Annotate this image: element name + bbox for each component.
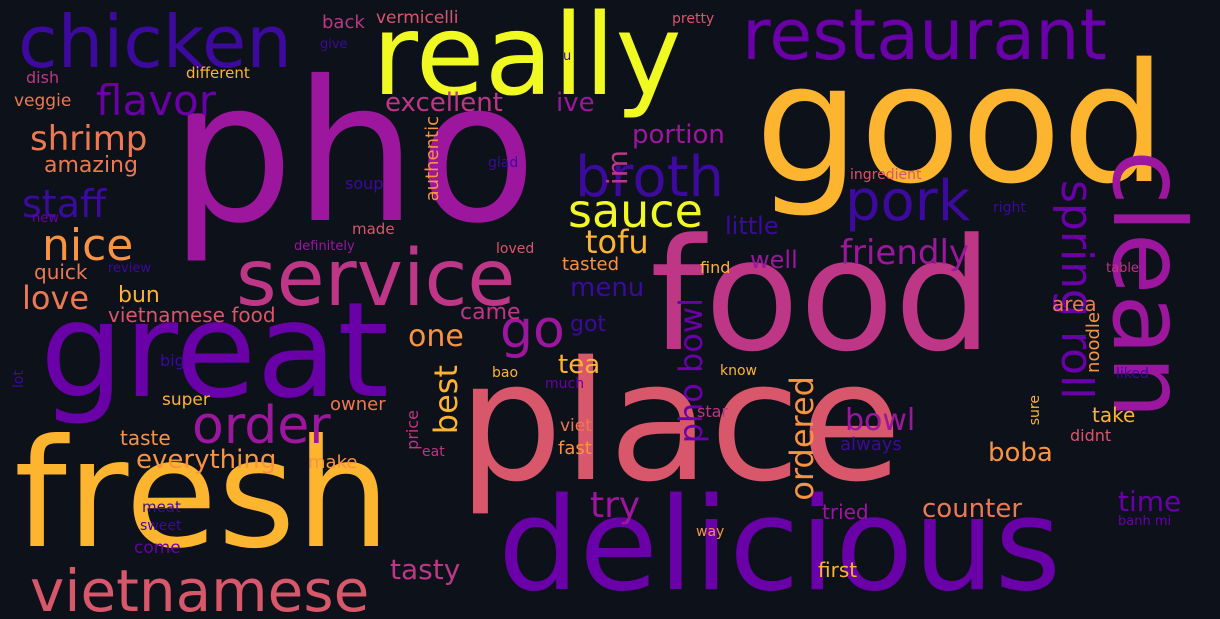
word-new: new bbox=[32, 211, 59, 226]
word-take: take bbox=[1092, 403, 1136, 427]
word-everything: everything bbox=[136, 445, 277, 475]
word-give: give bbox=[320, 37, 348, 52]
word-bao: bao bbox=[492, 365, 519, 381]
word-authentic: authentic bbox=[422, 116, 443, 202]
word-tried: tried bbox=[822, 500, 869, 524]
word-pork: pork bbox=[845, 169, 971, 234]
word-vietnamese: vietnamese bbox=[30, 557, 370, 619]
word-sauce: sauce bbox=[568, 184, 703, 238]
word-taste: taste bbox=[120, 426, 171, 450]
word-service: service bbox=[236, 234, 516, 324]
word-time: time bbox=[1118, 485, 1182, 518]
word-best: best bbox=[427, 365, 465, 435]
word-pretty: pretty bbox=[672, 11, 715, 27]
word-try: try bbox=[590, 485, 641, 526]
word-chicken: chicken bbox=[18, 0, 292, 84]
word-staff: staff bbox=[22, 182, 107, 226]
word-eat: eat bbox=[422, 444, 445, 460]
word-pho: pho bbox=[170, 39, 537, 266]
word-liked: liked bbox=[1116, 366, 1149, 382]
word-place: place bbox=[458, 326, 902, 518]
word-ive: ive bbox=[556, 88, 595, 118]
word-amazing: amazing bbox=[44, 153, 138, 178]
word-ingredient: ingredient bbox=[850, 167, 922, 183]
word-definitely: definitely bbox=[294, 239, 355, 254]
word-fast: fast bbox=[558, 438, 592, 459]
word-fresh: fresh bbox=[14, 408, 391, 582]
word-bun: bun bbox=[118, 283, 160, 308]
word-sure: sure bbox=[1027, 395, 1043, 426]
word-noodle: noodle bbox=[1083, 312, 1104, 373]
word-excellent: excellent bbox=[385, 88, 503, 118]
word-way: way bbox=[696, 524, 725, 540]
word-good: good bbox=[755, 28, 1167, 220]
word-first: first bbox=[818, 558, 858, 582]
word-food: food bbox=[650, 205, 993, 386]
word-viet: viet bbox=[560, 416, 592, 436]
word-order: order bbox=[192, 396, 331, 456]
word-review: review bbox=[108, 261, 151, 276]
word-im: im bbox=[601, 150, 634, 186]
word-delicious: delicious bbox=[498, 471, 1062, 619]
word-much: much bbox=[545, 376, 585, 392]
word-really: really bbox=[372, 0, 682, 121]
word-counter: counter bbox=[922, 494, 1023, 524]
word-always: always bbox=[840, 434, 902, 455]
word-right: right bbox=[993, 200, 1026, 216]
word-one: one bbox=[408, 319, 464, 354]
word-star: star bbox=[697, 402, 728, 421]
word-didnt: didnt bbox=[1070, 426, 1112, 445]
word-different: different bbox=[186, 64, 250, 82]
word-pho-bowl: pho bowl bbox=[672, 298, 710, 444]
word-restaurant: restaurant bbox=[742, 0, 1107, 76]
word-flavor: flavor bbox=[96, 76, 217, 125]
word-dish: dish bbox=[26, 68, 60, 87]
word-veggie: veggie bbox=[14, 91, 72, 111]
word-table: table bbox=[1106, 261, 1139, 276]
word-lot: lot bbox=[11, 370, 27, 388]
word-tea: tea bbox=[558, 350, 601, 380]
word-u: u bbox=[563, 49, 572, 64]
word-well: well bbox=[750, 246, 798, 274]
word-quick: quick bbox=[34, 260, 88, 284]
word-area: area bbox=[1052, 292, 1097, 316]
word-love: love bbox=[22, 279, 90, 317]
word-little: little bbox=[725, 212, 779, 240]
word-came: came bbox=[460, 300, 521, 325]
word-shrimp: shrimp bbox=[30, 119, 148, 159]
word-glad: glad bbox=[488, 155, 519, 171]
word-loved: loved bbox=[496, 241, 535, 257]
word-meat: meat bbox=[142, 498, 181, 516]
word-tasty: tasty bbox=[390, 553, 461, 586]
word-bowl: bowl bbox=[845, 403, 916, 438]
word-ordered: ordered bbox=[783, 376, 821, 501]
word-vietnamese-food: vietnamese food bbox=[108, 303, 276, 327]
word-big: big bbox=[160, 351, 185, 370]
word-sweet: sweet bbox=[140, 518, 182, 534]
word-portion: portion bbox=[632, 120, 725, 150]
word-back: back bbox=[322, 12, 365, 33]
word-super: super bbox=[162, 390, 210, 410]
word-price: price bbox=[403, 410, 422, 450]
word-broth: broth bbox=[575, 145, 725, 210]
word-got: got bbox=[570, 312, 607, 337]
word-soup: soup bbox=[345, 174, 384, 193]
word-tofu: tofu bbox=[585, 223, 649, 261]
word-find: find bbox=[700, 258, 731, 277]
word-vermicelli: vermicelli bbox=[376, 8, 459, 28]
word-come: come bbox=[134, 538, 181, 558]
word-banh-mi: banh mi bbox=[1118, 514, 1172, 529]
word-tasted: tasted bbox=[562, 254, 620, 275]
word-made: made bbox=[352, 220, 395, 238]
word-great: great bbox=[40, 274, 390, 428]
word-know: know bbox=[720, 363, 757, 379]
word-owner: owner bbox=[330, 394, 386, 415]
word-make: make bbox=[308, 452, 358, 473]
word-nice: nice bbox=[42, 220, 134, 271]
word-boba: boba bbox=[988, 438, 1053, 468]
word-go: go bbox=[500, 300, 565, 360]
word-menu: menu bbox=[570, 273, 645, 303]
word-friendly: friendly bbox=[840, 233, 970, 273]
